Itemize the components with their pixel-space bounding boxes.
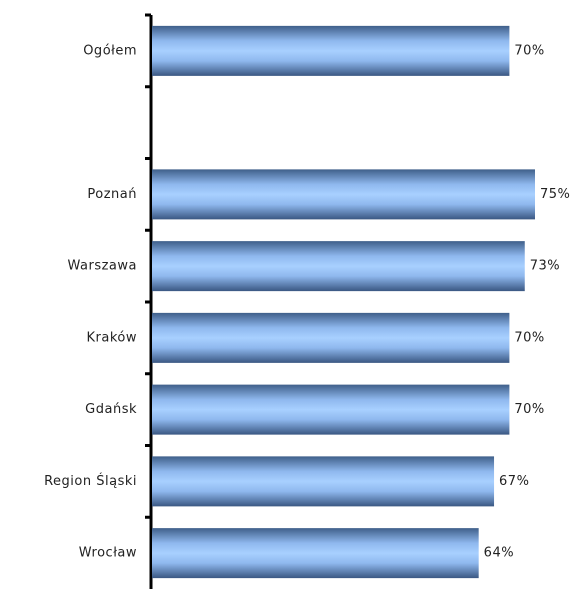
y-tick-label: Warszawa xyxy=(68,259,138,274)
y-tick-label: Gdańsk xyxy=(85,402,137,417)
data-label: 73% xyxy=(530,259,560,274)
y-tick-label: Wrocław xyxy=(79,546,137,561)
data-label: 70% xyxy=(514,330,544,345)
bar xyxy=(152,169,535,220)
bar xyxy=(152,25,510,76)
data-label: 70% xyxy=(514,402,544,417)
data-label: 70% xyxy=(514,43,544,58)
y-tick-label: Poznań xyxy=(87,187,137,202)
data-label: 67% xyxy=(499,474,529,489)
bar xyxy=(152,312,510,363)
data-label: 64% xyxy=(484,546,514,561)
bar xyxy=(152,528,479,579)
bar xyxy=(152,384,510,435)
data-label: 75% xyxy=(540,187,570,202)
y-tick-label: Region Śląski xyxy=(44,473,137,489)
bar xyxy=(152,456,495,507)
y-tick-label: Kraków xyxy=(87,330,138,345)
y-tick-label: Ogółem xyxy=(83,43,137,58)
bar xyxy=(152,241,525,292)
